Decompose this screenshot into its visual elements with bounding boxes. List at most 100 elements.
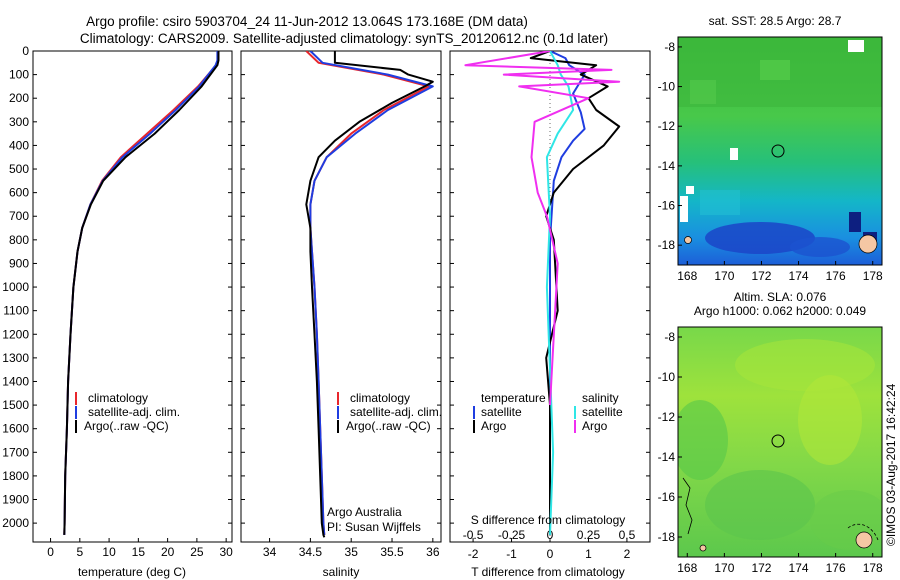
sla-map-frame (677, 326, 883, 558)
legend-climatology-label: climatology (88, 391, 148, 405)
footer-stamp: ©IMOS 03-Aug-2017 16:42:24 (884, 383, 898, 546)
lat-tick-label: -14 (658, 450, 676, 464)
legend-argo-label: Argo(..raw -QC) (84, 419, 169, 433)
depth-tick-label: 1900 (2, 493, 29, 507)
temperature-x-axis: 0 5 10 15 20 25 30 (47, 538, 233, 559)
temperature-legend: climatology satellite-adj. clim. Argo(..… (75, 391, 180, 433)
legend-satellite-label: satellite-adj. clim. (88, 405, 180, 419)
lon-tick-label: 174 (789, 269, 809, 283)
s-tick-label: 0.5 (619, 528, 636, 542)
depth-tick-label: 900 (9, 256, 29, 270)
lat-tick-label: -8 (664, 330, 675, 344)
salinity-xlabel: salinity (323, 565, 360, 579)
t-tick-label: 2 (624, 547, 631, 561)
depth-tick-label: 1700 (2, 445, 29, 459)
legend-sal-argo-label: Argo (582, 419, 608, 433)
s-tick-label: 0.25 (577, 528, 601, 542)
sla-map-title-line2: Argo h1000: 0.062 h2000: 0.049 (694, 304, 866, 318)
lon-tick-label: 176 (826, 561, 846, 575)
lat-tick-label: -12 (658, 119, 676, 133)
depth-tick-label: 1100 (3, 304, 29, 318)
sst-map-frame (677, 36, 883, 266)
series-line-climatology (63, 51, 219, 535)
x-tick-label: 5 (76, 545, 83, 559)
s-tick-label: -0.5 (463, 528, 484, 542)
lat-tick-label: -16 (658, 199, 676, 213)
sla-map-image (678, 327, 882, 557)
lon-tick-label: 170 (714, 561, 734, 575)
lon-tick-label: 170 (714, 269, 734, 283)
depth-tick-label: 200 (9, 91, 29, 105)
salinity-panel-frame (240, 50, 442, 543)
figure-title-line1: Argo profile: csiro 5903704_24 11-Jun-20… (86, 14, 528, 29)
lon-tick-label: 178 (863, 561, 883, 575)
depth-tick-label: 600 (9, 186, 29, 200)
depth-tick-label: 1000 (2, 280, 29, 294)
x-tick-label: 0 (47, 545, 54, 559)
x-tick-label: 30 (219, 545, 233, 559)
s-tick-label: -0.25 (498, 528, 526, 542)
t-difference-label: T difference from climatology (471, 565, 625, 579)
x-tick-label: 10 (102, 545, 116, 559)
salinity-x-axis: 34 34.5 35 35.5 36 (263, 538, 440, 559)
sla-map-axes: 168 170 172 174 176 178 -8 -10 -12 -14 -16 -18 (658, 330, 883, 575)
depth-tick-label: 1500 (2, 398, 29, 412)
temperature-xlabel: temperature (deg C) (78, 565, 186, 579)
sla-map-title-line1: Altim. SLA: 0.076 (734, 290, 827, 304)
legend-salinity-title: salinity (582, 391, 619, 405)
sst-map-image (678, 37, 882, 265)
legend-argo-label: Argo(..raw -QC) (346, 419, 431, 433)
depth-tick-label: 400 (9, 138, 29, 152)
lon-tick-label: 178 (863, 269, 883, 283)
lat-tick-label: -18 (658, 530, 676, 544)
x-tick-label: 36 (426, 545, 440, 559)
x-tick-label: 25 (190, 545, 204, 559)
figure-title-line2: Climatology: CARS2009. Satellite-adjuste… (80, 31, 608, 46)
x-tick-label: 15 (132, 545, 146, 559)
depth-tick-label: 1600 (2, 422, 29, 436)
salinity-profiles (305, 51, 434, 538)
series-line-satellite-adj-clim- (309, 51, 434, 535)
credit-line2: PI: Susan Wijffels (327, 520, 421, 534)
lat-tick-label: -10 (658, 370, 676, 384)
legend-temp-satellite-label: satellite (481, 405, 522, 419)
x-tick-label: 34 (263, 545, 277, 559)
t-tick-label: 1 (585, 547, 592, 561)
legend-sal-satellite-label: satellite (582, 405, 623, 419)
t-tick-label: -1 (506, 547, 517, 561)
depth-tick-label: 100 (9, 68, 29, 82)
series-line-satellite (549, 51, 586, 535)
depth-axis: 0 100 200 300 400 500 600 700 800 900 1000 1100 1200… (2, 44, 650, 530)
credit-line1: Argo Australia (327, 505, 402, 519)
legend-climatology-label: climatology (350, 391, 410, 405)
lon-tick-label: 168 (677, 269, 697, 283)
x-tick-label: 35 (345, 545, 359, 559)
legend-temperature-title: temperature (481, 391, 546, 405)
argo-position-marker-sst (771, 144, 785, 158)
x-tick-label: 34.5 (299, 545, 323, 559)
lon-tick-label: 174 (789, 561, 809, 575)
lat-tick-label: -10 (658, 80, 676, 94)
depth-tick-label: 500 (9, 162, 29, 176)
legend-satellite-label: satellite-adj. clim. (350, 405, 442, 419)
lon-tick-label: 172 (751, 269, 771, 283)
depth-tick-label: 1400 (2, 374, 29, 388)
lon-tick-label: 172 (751, 561, 771, 575)
series-line-satellite-adj-clim- (63, 51, 219, 535)
argo-position-marker-sla (771, 434, 785, 448)
lon-tick-label: 168 (677, 561, 697, 575)
lon-tick-label: 176 (826, 269, 846, 283)
sst-map-title: sat. SST: 28.5 Argo: 28.7 (709, 14, 842, 28)
t-tick-label: -2 (468, 547, 479, 561)
temperature-profiles (63, 51, 220, 535)
series-line-salinity-argo (464, 51, 621, 406)
depth-tick-label: 700 (9, 209, 29, 223)
difference-legend: temperature salinity satellite Argo sate… (473, 391, 623, 433)
salinity-legend: climatology satellite-adj. clim. Argo(..… (337, 391, 442, 433)
depth-tick-label: 1800 (2, 469, 29, 483)
lat-tick-label: -18 (658, 238, 676, 252)
depth-tick-label: 1300 (2, 351, 29, 365)
x-tick-label: 20 (161, 545, 175, 559)
lat-tick-label: -16 (658, 490, 676, 504)
